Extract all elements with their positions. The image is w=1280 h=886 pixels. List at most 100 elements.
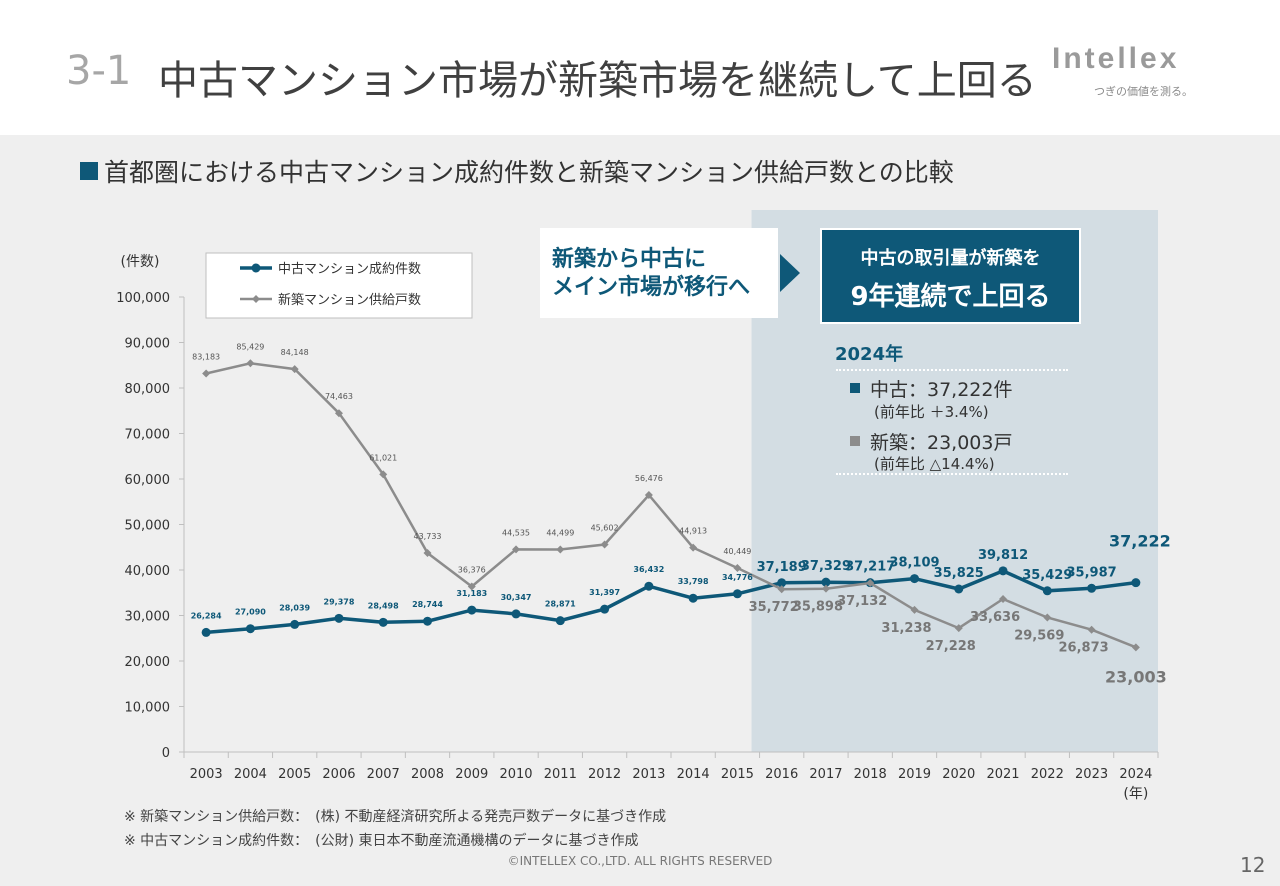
legend-used-label: 中古マンション成約件数 (278, 262, 421, 277)
used-data-label: 31,183 (456, 589, 487, 598)
new-data-label: 26,873 (1059, 641, 1109, 656)
nine-year-callout: 中古の取引量が新築を 9年連続で上回る (822, 230, 1079, 322)
used-data-label: 30,347 (501, 593, 532, 602)
used-data-label: 37,217 (845, 560, 895, 575)
used-data-label: 33,798 (678, 577, 709, 586)
used-data-label: 37,189 (757, 560, 807, 575)
used-data-label: 39,812 (978, 548, 1028, 563)
used-data-label: 35,987 (1067, 565, 1117, 580)
x-tick-label: 2004 (234, 767, 267, 782)
x-tick-label: 2010 (499, 767, 532, 782)
x-tick-label: 2016 (765, 767, 798, 782)
x-tick-label: 2023 (1075, 767, 1108, 782)
used-data-point (910, 574, 919, 584)
legend-new-label: 新築マンション供給戸数 (278, 292, 421, 308)
new-data-label: 23,003 (1105, 667, 1167, 686)
summary-new: 新築：23,003戸 (850, 428, 1012, 455)
summary-used-change: (前年比 ＋3.4%) (874, 403, 989, 421)
new-data-point (556, 545, 565, 554)
summary-new-change: (前年比 △14.4%) (874, 455, 995, 473)
used-data-label: 37,222 (1109, 532, 1171, 551)
used-data-point (378, 617, 388, 627)
used-data-point (555, 616, 565, 626)
summary-year: 2024年 (835, 344, 904, 365)
new-data-label: 44,913 (679, 527, 707, 536)
used-data-point (998, 566, 1008, 576)
x-tick-label: 2015 (721, 767, 754, 782)
used-data-point (732, 589, 742, 599)
page-title: 中古マンション市場が新築市場を継続して上回る (158, 58, 1037, 104)
used-data-point (245, 624, 255, 634)
chart-subtitle: 首都圏における中古マンション成約件数と新築マンション供給戸数との比較 (80, 153, 954, 189)
logo-tagline: つぎの価値を測る。 (1094, 85, 1193, 98)
market-shift-callout: 新築から中古に メイン市場が移行へ (540, 228, 778, 318)
new-data-point (423, 549, 432, 558)
x-tick-label: 2005 (278, 767, 311, 782)
new-data-label: 56,476 (635, 474, 663, 483)
new-data-point (1087, 625, 1096, 634)
used-square-icon (850, 383, 860, 393)
used-data-label: 31,397 (589, 588, 620, 597)
used-series-line (205, 568, 1137, 635)
market-shift-line1: 新築から中古に (552, 247, 707, 272)
summary-divider-top (836, 369, 1068, 371)
used-data-point (201, 627, 211, 637)
used-data-label: 35,825 (934, 566, 984, 581)
new-data-label: 74,463 (325, 392, 353, 401)
new-data-label: 85,429 (236, 342, 264, 351)
x-tick-label: 2007 (367, 767, 400, 782)
new-data-point (334, 409, 343, 418)
used-data-point (644, 581, 654, 591)
x-tick-label: 2009 (455, 767, 488, 782)
new-data-point (1131, 643, 1140, 652)
used-data-label: 28,039 (279, 603, 310, 612)
new-data-point (910, 605, 919, 614)
x-axis-unit: (年) (1123, 786, 1148, 802)
used-data-point (777, 578, 787, 588)
used-data-point (511, 609, 521, 619)
y-tick-label: 10,000 (125, 701, 171, 716)
new-data-label: 44,499 (546, 529, 574, 538)
y-tick-label: 90,000 (125, 337, 171, 352)
source-note-used: ※ 中古マンション成約件数： (公財) 東日本不動産流通機構のデータに基づき作成 (124, 833, 639, 849)
legend-box (205, 252, 473, 319)
x-tick-label: 2006 (322, 767, 355, 782)
y-tick-label: 0 (162, 746, 170, 761)
used-data-point (954, 584, 964, 594)
new-data-point (512, 545, 521, 554)
nine-year-line2: 9年連続で上回る (850, 282, 1051, 312)
y-tick-label: 30,000 (125, 610, 171, 625)
new-data-label: 43,733 (414, 532, 442, 541)
summary-divider-bottom (836, 473, 1068, 475)
new-data-point (733, 563, 742, 572)
new-data-label: 83,183 (192, 353, 220, 362)
new-data-point (866, 579, 875, 588)
new-data-point (600, 540, 609, 549)
header-bar: 3-1 中古マンション市場が新築市場を継続して上回る Intellex つぎの価… (0, 0, 1280, 135)
x-tick-label: 2022 (1031, 767, 1064, 782)
legend-used-marker (251, 263, 261, 273)
y-tick-label: 20,000 (125, 655, 171, 670)
x-tick-label: 2024 (1119, 767, 1152, 782)
x-tick-label: 2018 (854, 767, 887, 782)
new-data-label: 33,636 (970, 610, 1020, 625)
square-bullet-icon (80, 162, 98, 180)
new-data-point (954, 624, 963, 633)
new-data-point (467, 582, 476, 591)
new-data-label: 29,569 (1014, 628, 1064, 643)
y-tick-label: 60,000 (125, 473, 171, 488)
used-data-label: 35,429 (1022, 568, 1072, 583)
y-tick-label: 70,000 (125, 428, 171, 443)
x-tick-label: 2019 (898, 767, 931, 782)
x-tick-label: 2003 (190, 767, 223, 782)
new-data-label: 40,449 (723, 547, 751, 556)
x-tick-label: 2014 (677, 767, 710, 782)
arrow-right-icon (780, 254, 800, 292)
new-data-point (644, 491, 653, 500)
source-note-new: ※ 新築マンション供給戸数： (株) 不動産経済研究所よる発売戸数データに基づき… (124, 809, 667, 825)
used-data-label: 34,776 (722, 573, 753, 582)
x-tick-label: 2013 (632, 767, 665, 782)
new-data-label: 84,148 (281, 348, 309, 357)
section-number: 3-1 (66, 48, 132, 94)
